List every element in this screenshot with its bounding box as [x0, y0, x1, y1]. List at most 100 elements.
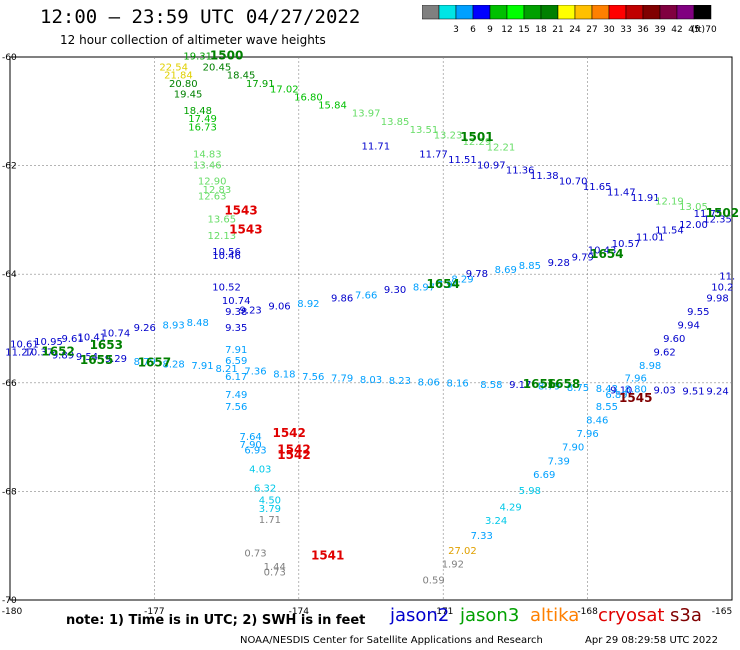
- wave-height-label: 0.73: [244, 549, 266, 560]
- wave-height-label: 8.85: [519, 261, 541, 272]
- wave-height-label: 8.79: [134, 357, 156, 368]
- pass-time-label: 1652: [41, 345, 74, 359]
- x-tick-label: -171: [433, 607, 453, 617]
- wave-height-label: 11.71: [361, 141, 390, 152]
- wave-height-label: 7.91: [191, 361, 213, 372]
- wave-height-label: 10.43: [588, 246, 617, 257]
- pass-time-label: 1656: [523, 377, 556, 391]
- wave-height-label: 6.93: [244, 445, 266, 456]
- wave-height-label: 9.29: [105, 354, 127, 365]
- wave-height-label: 8.93: [163, 321, 185, 332]
- wave-height-label: 4.50: [259, 495, 281, 506]
- wave-height-label: 12.29: [463, 137, 492, 148]
- pass-time-label: 1653: [90, 338, 123, 352]
- wave-height-label: 21.84: [164, 71, 193, 82]
- wave-height-label: 9.10: [610, 386, 632, 397]
- wave-height-label: 12.83: [203, 185, 232, 196]
- wave-height-label: 8.69: [495, 265, 517, 276]
- wave-height-label: 8.80: [625, 385, 647, 396]
- wave-height-label: 6.59: [225, 356, 247, 367]
- wave-height-label: 3.24: [485, 516, 507, 527]
- wave-height-label: 10.37: [25, 348, 54, 359]
- wave-height-label: 9.26: [134, 323, 156, 334]
- color-bin-label: 39: [654, 25, 666, 35]
- color-bin-label: 36: [637, 25, 649, 35]
- wave-height-label: 10.57: [612, 239, 641, 250]
- wave-height-label: 9.35: [225, 323, 247, 334]
- wave-height-label: 7.39: [548, 456, 570, 467]
- wave-height-label: 8.75: [567, 383, 589, 394]
- wave-height-label: 13.46: [193, 160, 222, 171]
- color-bin-label: 42: [671, 25, 682, 35]
- wave-height-label: 10.74: [102, 329, 131, 340]
- pass-time-label: 1500: [210, 49, 243, 63]
- color-bin-label: 6: [470, 25, 476, 35]
- pass-time-label: 1543: [224, 203, 257, 217]
- wave-height-label: 13.23: [434, 130, 463, 141]
- color-bin-label: 70: [705, 25, 717, 35]
- color-bin-label: 27: [586, 25, 597, 35]
- wave-height-label: 7.90: [240, 440, 262, 451]
- pass-time-label: 1655: [80, 353, 113, 367]
- wave-height-label: 12.00: [679, 220, 708, 231]
- wave-height-label: 9.06: [268, 301, 290, 312]
- wave-height-label: 7.49: [225, 390, 247, 401]
- wave-height-label: 7.33: [471, 531, 493, 542]
- wave-height-label: 11.47: [607, 187, 636, 198]
- wave-height-label: 7.96: [576, 429, 598, 440]
- wave-height-label: 22.54: [159, 63, 188, 74]
- y-tick-label: -68: [2, 487, 17, 497]
- wave-height-label: 8.03: [360, 375, 382, 386]
- wave-height-label: 8.23: [389, 376, 411, 387]
- color-bin-label: 21: [552, 25, 563, 35]
- wave-height-label: 10.56: [212, 247, 241, 258]
- color-scale-bar: 3 6 9 12 15 18 21 24 27 30 33 36 39 42 45 70(ft): [422, 5, 717, 35]
- pass-time-label: 1542: [277, 448, 310, 462]
- wave-height-label: 14.83: [193, 149, 222, 160]
- wave-height-label: 12.19: [655, 197, 684, 208]
- wave-height-label: 1.44: [264, 562, 286, 573]
- wave-height-label: 11.77: [419, 149, 448, 160]
- color-unit-label: (ft): [691, 25, 705, 35]
- color-bin-label: 33: [620, 25, 631, 35]
- wave-height-label: 7.94: [437, 280, 459, 291]
- wave-height-label: 6.69: [533, 470, 555, 481]
- y-tick-label: -62: [2, 162, 17, 172]
- wave-height-label: 8.43: [596, 384, 618, 395]
- y-tick-label: -60: [2, 53, 17, 63]
- wave-height-label: 8.46: [586, 416, 608, 427]
- footer-timestamp: Apr 29 08:29:58 UTC 2022: [585, 635, 718, 646]
- footnote: note: 1) Time is in UTC; 2) SWH is in fe…: [66, 613, 366, 628]
- wave-height-label: 8.55: [596, 402, 618, 413]
- wave-height-label: 20.45: [203, 63, 232, 74]
- wave-height-label: 8.58: [480, 380, 502, 391]
- pass-time-label: 1545: [619, 391, 652, 405]
- legend-cryosat: cryosat: [598, 605, 665, 626]
- wave-height-label: 6.89: [605, 390, 627, 401]
- wave-height-label: 27.02: [448, 546, 477, 557]
- color-bin-label: 18: [535, 25, 547, 35]
- wave-height-label: 4.29: [499, 502, 521, 513]
- legend-jason3: jason3: [460, 605, 520, 626]
- x-tick-label: -168: [577, 607, 598, 617]
- wave-height-label: 17.91: [246, 79, 275, 90]
- page-subtitle: 12 hour collection of altimeter wave hei…: [60, 33, 326, 47]
- wave-height-label: 9.38: [225, 307, 247, 318]
- wave-height-label: 9.17: [509, 380, 531, 391]
- wave-height-label: 20.80: [169, 79, 198, 90]
- wave-height-label: 9.61: [61, 334, 83, 345]
- wave-height-label: 15.84: [318, 101, 347, 112]
- wave-height-label: 8.97: [413, 282, 435, 293]
- pass-time-label: 1654: [590, 247, 623, 261]
- wave-height-label: 7.79: [331, 374, 353, 385]
- wave-height-label: 10.95: [34, 337, 63, 348]
- wave-height-label: 9.89: [52, 350, 74, 361]
- color-bin-label: 45: [688, 25, 699, 35]
- wave-height-label: 9.98: [706, 293, 728, 304]
- legend-altika: altika: [530, 605, 580, 626]
- wave-height-label: 19.45: [174, 90, 203, 101]
- wave-height-label: 8.98: [639, 361, 661, 372]
- pass-time-label: 1543: [229, 222, 262, 236]
- wave-height-map: -180 -177 -174 -171 -168 -165 -60 -62 -64 -66 -68 -…: [2, 49, 739, 617]
- wave-height-label: 9.30: [384, 285, 406, 296]
